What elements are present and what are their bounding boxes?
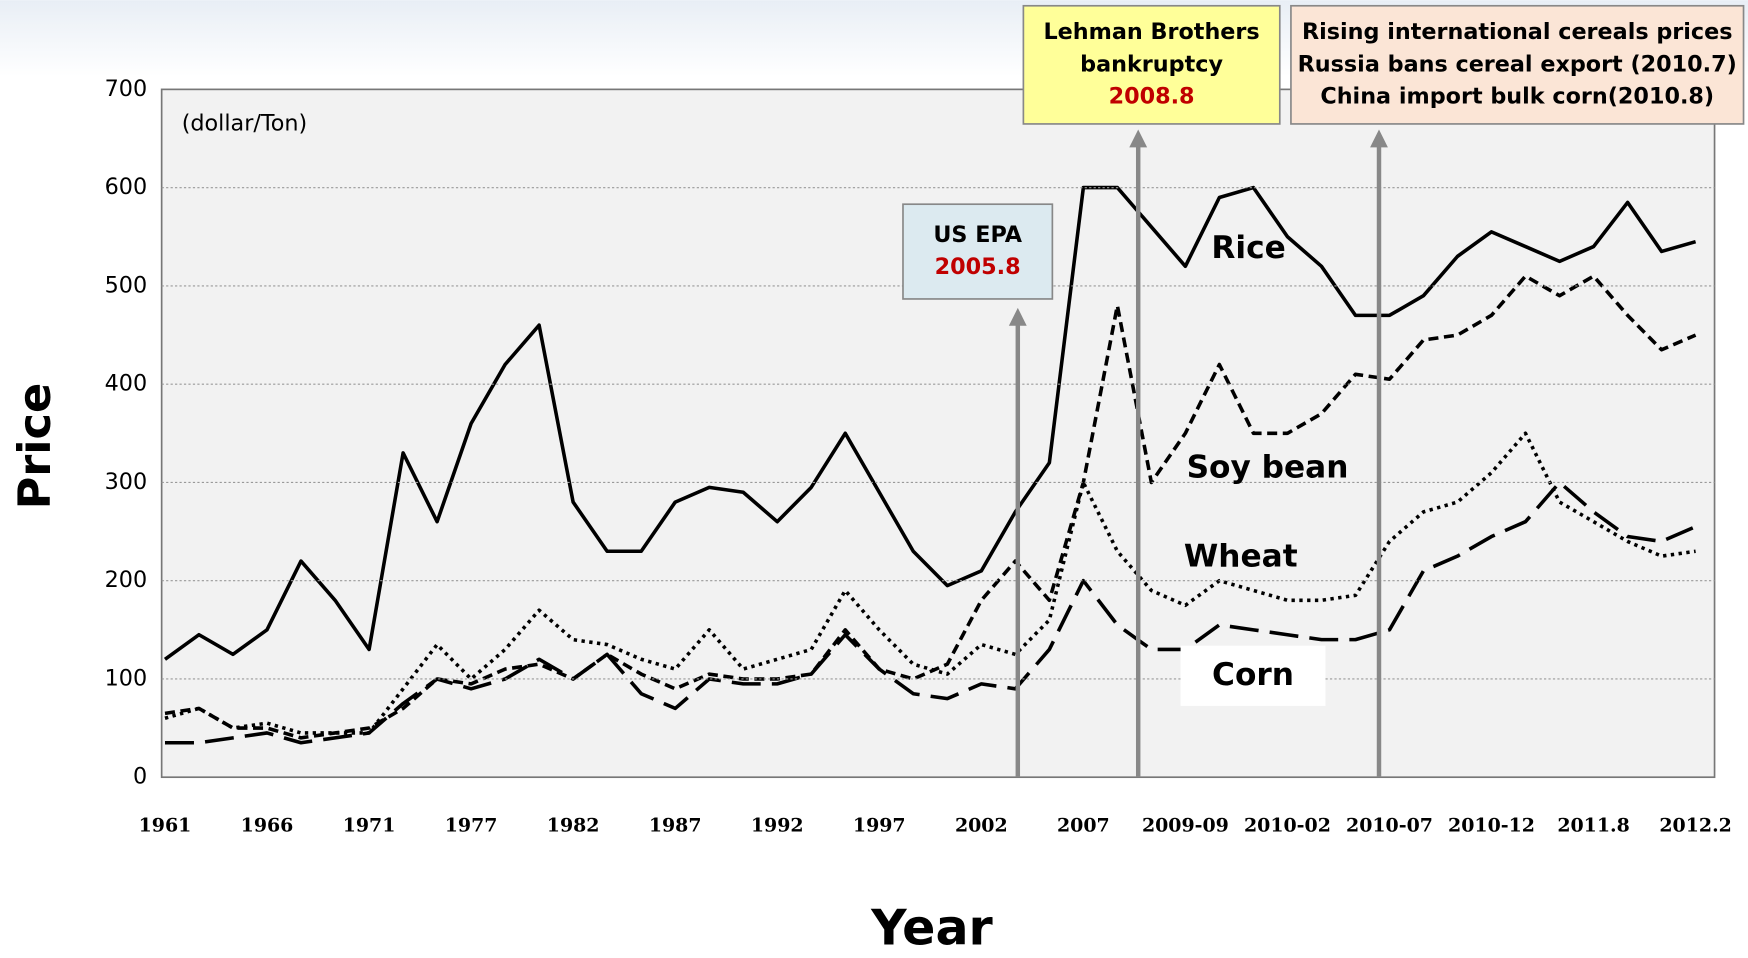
x-tick-label: 2011.8 [1557,814,1629,836]
x-tick-label: 1997 [853,814,906,836]
annotation-text: Lehman Brothers [1043,19,1259,45]
x-tick-label: 2010-07 [1346,814,1433,836]
x-tick-label: 2010-02 [1244,814,1331,836]
annotation-text: Rising international cereals prices [1302,19,1733,45]
x-tick-label: 1966 [241,814,294,836]
x-tick-label: 2009-09 [1142,814,1229,836]
x-tick-label: 2002 [955,814,1008,836]
x-tick-label: 1971 [343,814,396,836]
x-tick-label: 1961 [139,814,192,836]
arrow-head [1370,129,1388,148]
series-line [164,274,1697,740]
x-tick-label: 1977 [445,814,498,836]
annotation-date: 2005.8 [935,254,1021,280]
series-label: Wheat [1184,539,1298,575]
plot-area [160,88,1716,779]
series-label: Soy bean [1187,449,1349,485]
series-label: Rice [1211,230,1285,266]
series-line [163,185,1697,661]
annotation-text: bankruptcy [1080,51,1223,77]
x-tick-label: 2012.2 [1659,814,1731,836]
arrow-head [1008,307,1027,326]
y-tick-label: 300 [105,469,148,495]
y-axis-label: Price [9,383,61,510]
label-background [1180,645,1326,706]
y-tick-label: 0 [133,764,147,790]
marks [163,185,1697,745]
x-tick-label: 2010-12 [1448,814,1535,836]
annotation-box [1290,4,1745,125]
series-line [164,480,1697,745]
x-tick-label: 1987 [649,814,702,836]
annotation-text: US EPA [933,222,1022,248]
annotation-date: 2008.8 [1109,84,1195,110]
annotation-box [1022,4,1281,125]
y-tick-label: 700 [105,76,148,102]
x-tick-label: 2007 [1057,814,1110,836]
y-tick-label: 600 [105,174,148,200]
unit-label: (dollar/Ton) [182,110,307,136]
y-tick-label: 200 [105,567,148,593]
x-tick-label: 1982 [547,814,600,836]
y-tick-label: 100 [105,665,148,691]
annotation-text: China import bulk corn(2010.8) [1320,84,1714,110]
x-axis-label: Year [870,899,993,957]
y-tick-label: 400 [105,371,148,397]
y-tick-label: 500 [105,272,148,298]
series-label: Corn [1212,657,1294,693]
annotation-text: Russia bans cereal export (2010.7) [1298,51,1737,77]
x-tick-label: 1992 [751,814,804,836]
arrow-head [1129,129,1148,148]
annotation-box [902,203,1054,300]
